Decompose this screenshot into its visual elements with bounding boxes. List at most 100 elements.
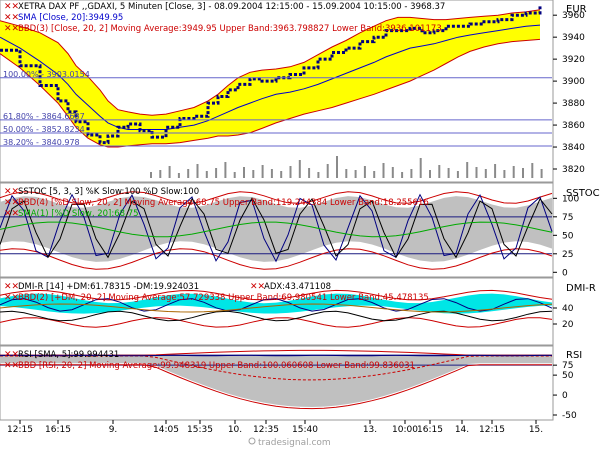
brand-watermark: tradesignal.com bbox=[258, 438, 331, 448]
x-tick-label: 12:35 bbox=[253, 425, 279, 435]
legend-entry: BBD(2) [+DM, 20, 2] Moving Average:57.72… bbox=[18, 293, 429, 303]
x-tick-label: 14. bbox=[455, 425, 469, 435]
volume-bar bbox=[308, 168, 310, 178]
volume-bar bbox=[271, 169, 273, 178]
legend-marker-icon: ✕✕ bbox=[4, 187, 19, 197]
stochastic-unit-label: SSTOC bbox=[566, 188, 600, 199]
legend-marker-icon: ✕✕ bbox=[4, 209, 19, 219]
rsi-unit-label: RSI bbox=[566, 350, 582, 361]
y-tick-label: 50 bbox=[562, 371, 574, 381]
y-tick-label: 3820 bbox=[562, 165, 585, 175]
volume-bar bbox=[299, 160, 301, 178]
volume-bar bbox=[541, 169, 543, 178]
volume-bar bbox=[159, 170, 161, 178]
volume-bar bbox=[252, 170, 254, 178]
legend-marker-icon: ✕✕ bbox=[4, 198, 19, 208]
volume-bar bbox=[531, 163, 533, 178]
legend-marker-icon: ✕✕ bbox=[4, 2, 19, 12]
volume-bar bbox=[336, 156, 338, 178]
volume-bar bbox=[513, 166, 515, 178]
y-tick-label: 75 bbox=[562, 361, 573, 371]
y-tick-label: 0 bbox=[562, 391, 568, 401]
volume-bar bbox=[169, 166, 171, 178]
y-tick-label: 3860 bbox=[562, 121, 585, 131]
volume-bar bbox=[485, 169, 487, 178]
legend-entry: DMI-R [14] +DM:61.78315 -DM:19.924031 bbox=[18, 282, 199, 292]
y-tick-label: 3840 bbox=[562, 143, 585, 153]
volume-bar bbox=[373, 171, 375, 178]
volume-bar bbox=[494, 164, 496, 178]
legend-marker-icon: ✕✕ bbox=[4, 293, 19, 303]
x-tick-label: 13. bbox=[363, 425, 377, 435]
x-tick-label: 12:15 bbox=[479, 425, 505, 435]
x-tick-label: 15. bbox=[529, 425, 543, 435]
legend-entry: XETRA DAX PF ,,GDAXI, 5 Minuten [Close, … bbox=[18, 2, 445, 12]
x-tick-label: 14:05 bbox=[153, 425, 179, 435]
y-tick-label: 40 bbox=[562, 304, 574, 314]
y-tick-label: 25 bbox=[562, 250, 573, 260]
y-tick-label: 50 bbox=[562, 231, 574, 241]
y-tick-label: 75 bbox=[562, 213, 573, 223]
legend-entry: BBD(4) [%D Slow, 20, 2] Moving Average:6… bbox=[18, 198, 429, 208]
volume-bar bbox=[280, 171, 282, 178]
volume-bar bbox=[401, 172, 403, 178]
y-tick-label: 3900 bbox=[562, 77, 585, 87]
volume-bar bbox=[383, 163, 385, 178]
x-tick-label: 15:40 bbox=[292, 425, 318, 435]
legend-entry: BBD [RSI, 20, 2] Moving Average:99.94831… bbox=[18, 361, 415, 371]
volume-bar bbox=[410, 169, 412, 178]
fibonacci-label: 38.20% - 3840.978 bbox=[3, 138, 80, 147]
volume-bar bbox=[262, 165, 264, 178]
volume-bar bbox=[355, 170, 357, 178]
y-tick-label: 0 bbox=[562, 268, 568, 278]
volume-bar bbox=[187, 169, 189, 178]
y-tick-label: 3880 bbox=[562, 99, 585, 109]
legend-entry: ADX:43.471108 bbox=[264, 282, 331, 292]
x-tick-label: 9. bbox=[109, 425, 118, 435]
volume-bar bbox=[429, 170, 431, 178]
volume-bar bbox=[392, 167, 394, 178]
y-tick-label: 3920 bbox=[562, 55, 585, 65]
volume-bar bbox=[345, 169, 347, 178]
x-tick-label: 16:15 bbox=[45, 425, 71, 435]
volume-bar bbox=[234, 172, 236, 178]
volume-bar bbox=[457, 171, 459, 178]
volume-bar bbox=[327, 164, 329, 178]
legend-entry: BBD(3) [Close, 20, 2] Moving Average:394… bbox=[18, 24, 442, 34]
volume-bar bbox=[243, 167, 245, 178]
legend-marker-icon: ✕✕ bbox=[4, 350, 19, 360]
y-tick-label: 3940 bbox=[562, 33, 585, 43]
dmi-unit-label: DMI-R bbox=[566, 283, 596, 294]
legend-marker-icon: ✕✕ bbox=[4, 361, 19, 371]
volume-bar bbox=[206, 171, 208, 178]
x-tick-label: 15:35 bbox=[187, 425, 213, 435]
fibonacci-label: 50.00% - 3852.8234 bbox=[3, 125, 85, 134]
volume-bar bbox=[448, 168, 450, 178]
volume-bar bbox=[317, 172, 319, 178]
y-tick-label: 20 bbox=[562, 320, 574, 330]
volume-bar bbox=[364, 166, 366, 178]
volume-bar bbox=[178, 173, 180, 178]
volume-bar bbox=[476, 167, 478, 178]
volume-bar bbox=[290, 166, 292, 178]
legend-entry: SMA(1) [%D Slow, 20]:68.75 bbox=[18, 209, 139, 219]
volume-bar bbox=[197, 164, 199, 178]
legend-entry: SMA [Close, 20]:3949.95 bbox=[18, 13, 123, 23]
legend-marker-icon: ✕✕ bbox=[4, 13, 19, 23]
volume-bar bbox=[522, 168, 524, 178]
price-unit-label: EUR bbox=[566, 4, 587, 15]
brand-logo-icon bbox=[249, 438, 255, 444]
volume-bar bbox=[466, 162, 468, 178]
legend-entry: RSI [SMA, 5]:99.994431 bbox=[18, 350, 119, 360]
y-tick-label: -50 bbox=[562, 411, 577, 421]
x-tick-label: 10. bbox=[228, 425, 242, 435]
legend-marker-icon: ✕✕ bbox=[250, 282, 265, 292]
x-tick-label: 16:15 bbox=[417, 425, 443, 435]
